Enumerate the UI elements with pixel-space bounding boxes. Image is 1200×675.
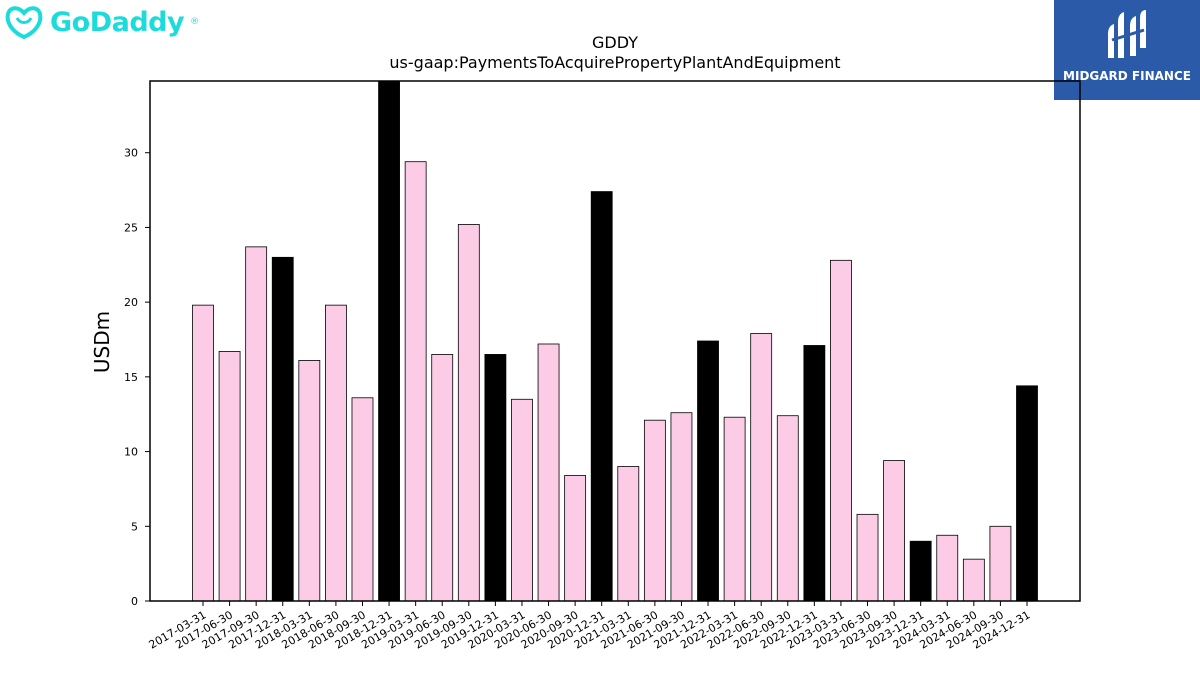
y-ticks-group: 0 5 10 15 20 25 30 <box>124 147 150 608</box>
midgard-finance-logo: MIDGARD FINANCE <box>1054 0 1200 100</box>
godaddy-logo: GoDaddy ® <box>4 4 199 40</box>
bar-2019-12-31 <box>484 354 507 602</box>
bar-2022-12-31 <box>803 345 826 602</box>
y-tick-label: 30 <box>124 147 138 160</box>
bar-2023-03-31 <box>830 259 852 602</box>
bar-2023-06-30 <box>856 513 879 602</box>
bar-2019-09-30 <box>457 224 480 602</box>
midgard-finance-wordmark: MIDGARD FINANCE <box>1063 69 1191 83</box>
x-ticks-group: 2017-03-312017-06-302017-09-302017-12-31… <box>147 601 1033 652</box>
plot-frame <box>149 80 1081 602</box>
bar-2020-12-31 <box>590 191 613 602</box>
bar-2022-03-31 <box>723 416 746 602</box>
bars-group <box>192 80 1038 602</box>
midgard-mark-icon <box>1108 10 1146 58</box>
bar-2020-09-30 <box>564 475 587 602</box>
bar-2017-06-30 <box>218 351 241 602</box>
bar-2018-03-31 <box>298 360 321 602</box>
bar-2023-09-30 <box>883 460 905 602</box>
bar-2022-06-30 <box>750 333 773 602</box>
bar-2020-03-31 <box>511 398 533 602</box>
y-tick-label: 20 <box>124 296 138 309</box>
bar-2019-06-30 <box>431 354 454 602</box>
bar-2019-03-31 <box>404 161 427 602</box>
chart-subtitle: us-gaap:PaymentsToAcquirePropertyPlantAn… <box>389 53 840 72</box>
bar-2017-12-31 <box>271 256 294 602</box>
bar-2024-12-31 <box>1016 385 1038 602</box>
bar-2024-06-30 <box>962 558 985 602</box>
y-tick-label: 0 <box>131 595 138 608</box>
bar-2020-06-30 <box>537 343 560 602</box>
y-tick-label: 15 <box>124 371 138 384</box>
bar-2024-09-30 <box>989 525 1012 602</box>
y-tick-label: 10 <box>124 446 138 459</box>
y-tick-label: 25 <box>124 221 138 234</box>
bar-2018-06-30 <box>325 304 347 602</box>
bar-2021-03-31 <box>617 466 640 602</box>
bar-2021-06-30 <box>643 419 666 602</box>
bar-2024-03-31 <box>936 534 959 602</box>
y-tick-label: 5 <box>131 520 138 533</box>
bar-2017-09-30 <box>245 246 268 602</box>
bar-2021-09-30 <box>670 412 693 602</box>
bar-2021-12-31 <box>697 340 719 602</box>
trademark-mark: ® <box>190 17 200 27</box>
bar-2017-03-31 <box>192 304 214 602</box>
y-axis-label: USDm <box>90 311 114 373</box>
bar-2023-12-31 <box>909 540 932 602</box>
bar-2022-09-30 <box>776 415 799 602</box>
bar-2018-12-31 <box>378 80 400 602</box>
chart-title: GDDY <box>592 33 638 52</box>
bar-2018-09-30 <box>351 397 374 602</box>
godaddy-wordmark: GoDaddy <box>50 6 185 38</box>
godaddy-mark-icon <box>5 6 43 40</box>
